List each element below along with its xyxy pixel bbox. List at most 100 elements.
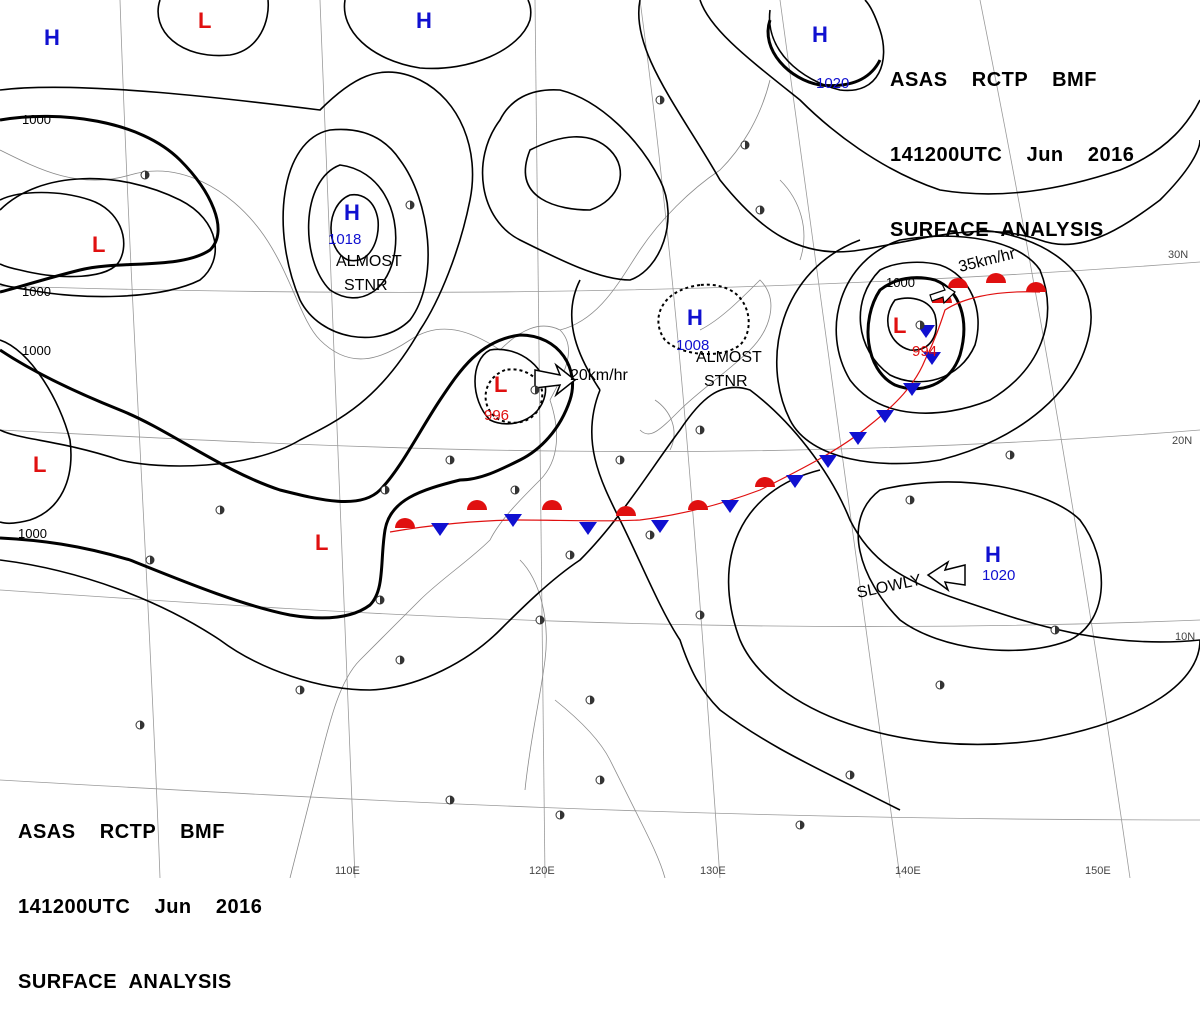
cold-front-triangle (651, 520, 669, 533)
longitude-label: 150E (1085, 865, 1111, 877)
warm-front-semicircle (948, 278, 968, 288)
station-cloud-cover (660, 96, 664, 104)
warm-front-semicircle (688, 500, 708, 510)
station-cloud-cover (300, 686, 304, 694)
warm-front-semicircle (755, 477, 775, 487)
cold-front-triangle (923, 352, 941, 365)
cold-front-triangle (431, 523, 449, 536)
isobar-label: 1000 (18, 526, 47, 541)
station-cloud-cover (620, 456, 624, 464)
station-cloud-cover (745, 141, 749, 149)
arrow-35kmhr-icon (929, 282, 956, 305)
warm-front-semicircle (616, 506, 636, 516)
high-center-5: H (344, 200, 360, 225)
station-cloud-cover (700, 611, 704, 619)
coastlines (0, 79, 805, 878)
station-cloud-cover (560, 811, 564, 819)
station-cloud-cover (650, 531, 654, 539)
station-cloud-cover (600, 776, 604, 784)
stationary-label: STNR (704, 373, 748, 390)
longitude-label: 130E (700, 865, 726, 877)
cold-front-triangle (786, 475, 804, 488)
low-center-8: L (893, 313, 906, 338)
warm-front-semicircle (467, 500, 487, 510)
low-center-10: L (315, 530, 328, 555)
stationary-label: ALMOST (696, 349, 762, 366)
cold-front-triangle (876, 410, 894, 423)
station-cloud-cover (380, 596, 384, 604)
pressure-value-1020-south: 1020 (982, 567, 1015, 584)
longitude-label: 110E (335, 865, 360, 877)
warm-front-semicircle (986, 273, 1006, 283)
isobar-label: 1000 (22, 112, 51, 127)
title-block-top: ASAS RCTP BMF 141200UTC Jun 2016 SURFACE… (890, 18, 1134, 268)
station-cloud-cover (940, 681, 944, 689)
cold-front-triangle (579, 522, 597, 535)
arrow-20kmhr-icon (534, 362, 577, 398)
high-center-0: H (44, 25, 60, 50)
axis-labels: 30N 20N 10N 110E 120E 130E 140E 150E (335, 249, 1195, 877)
pressure-value-1008: 1008 (676, 337, 709, 354)
cold-front-triangle (903, 383, 921, 396)
pressure-value-996: 996 (484, 407, 509, 424)
isobar-label: 1000 (22, 343, 51, 358)
cold-front-triangle (849, 432, 867, 445)
warm-front-semicircle (542, 500, 562, 510)
station-cloud-cover (140, 721, 144, 729)
surface-analysis-map: H L H H L H H L L L L H 1018 1008 996 99… (0, 0, 1200, 878)
pressure-value-994: 994 (912, 343, 937, 360)
latitude-label: 20N (1172, 435, 1192, 447)
station-cloud-cover (145, 171, 149, 179)
station-cloud-cover (1055, 626, 1059, 634)
station-cloud-cover (150, 556, 154, 564)
low-center-7: L (494, 372, 507, 397)
longitude-label: 120E (529, 865, 555, 877)
isobar-label: 1000 (886, 275, 915, 290)
station-cloud-cover (450, 796, 454, 804)
high-center-11: H (985, 542, 1001, 567)
pressure-value-1020-north: 1020 (816, 75, 849, 92)
isobar-value-labels: 1000 1000 1000 1000 1020 1000 (18, 112, 915, 541)
low-center-1: L (198, 8, 211, 33)
pressure-value-1018: 1018 (328, 231, 361, 248)
station-cloud-cover (540, 616, 544, 624)
cold-front-triangle (721, 500, 739, 513)
low-center-9: L (33, 452, 46, 477)
station-cloud-cover (910, 496, 914, 504)
station-cloud-cover (400, 656, 404, 664)
high-center-6: H (687, 305, 703, 330)
station-cloud-cover (800, 821, 804, 829)
station-cloud-cover (385, 486, 389, 494)
station-cloud-cover (450, 456, 454, 464)
station-cloud-cover (700, 426, 704, 434)
warm-front-semicircle (395, 518, 415, 528)
warm-front-semicircle (1026, 282, 1046, 292)
station-cloud-cover (535, 386, 539, 394)
high-center-3: H (812, 22, 828, 47)
station-cloud-cover (570, 551, 574, 559)
station-cloud-cover (850, 771, 854, 779)
title-line-2: 141200UTC Jun 2016 (890, 144, 1135, 166)
stationary-label: STNR (344, 277, 388, 294)
isobar-label: 1000 (22, 284, 51, 299)
longitude-label: 140E (895, 865, 921, 877)
station-cloud-cover (920, 321, 924, 329)
arrow-slowly-icon (926, 560, 966, 593)
title-line-2: 141200UTC Jun 2016 (18, 896, 263, 918)
station-cloud-cover (515, 486, 519, 494)
title-line-3: SURFACE ANALYSIS (890, 219, 1104, 241)
motion-label-996: 20km/hr (570, 367, 628, 384)
isobars (0, 0, 1200, 811)
stationary-front (389, 273, 1046, 536)
stationary-label: ALMOST (336, 253, 402, 270)
motion-arrows (534, 282, 966, 593)
cold-front-triangle (504, 514, 522, 527)
station-cloud-cover (760, 206, 764, 214)
motion-label-slowly: SLOWLY (855, 572, 923, 602)
title-line-3: SURFACE ANALYSIS (18, 971, 232, 993)
latitude-label: 30N (1168, 249, 1188, 261)
dotted-isobars (484, 283, 750, 424)
pressure-centers: H L H H L H H L L L L H 1018 1008 996 99… (33, 8, 1015, 584)
station-cloud-cover (220, 506, 224, 514)
station-cloud-cover (1010, 451, 1014, 459)
